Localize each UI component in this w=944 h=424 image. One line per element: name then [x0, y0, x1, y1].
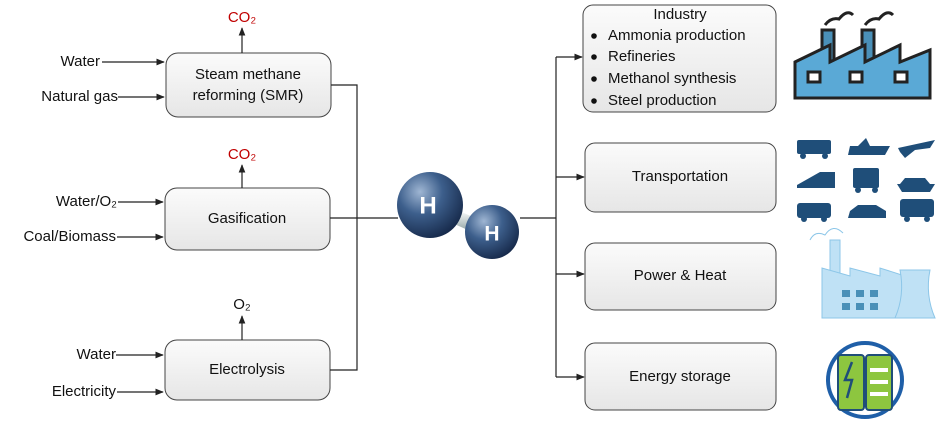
use-industry: Industry Ammonia production Refineries M… [583, 5, 776, 112]
list-item: Refineries [608, 48, 676, 65]
input-label: Natural gas [41, 88, 118, 105]
hydrogen-molecule: H H [397, 172, 519, 259]
output-label: O₂ [233, 296, 251, 313]
input-label: Water/O₂ [56, 193, 117, 210]
connector [520, 57, 556, 377]
process-label: Gasification [208, 210, 286, 227]
process-box [166, 53, 331, 117]
battery-icon [828, 343, 902, 417]
list-item: Methanol synthesis [608, 70, 736, 87]
input-label: Electricity [52, 383, 117, 400]
process-gasification: Gasification CO₂ Water/O₂ Coal/Biomass [23, 146, 330, 250]
process-label: Electrolysis [209, 361, 285, 378]
power-plant-icon [810, 228, 935, 318]
list-item: Ammonia production [608, 27, 746, 44]
list-item: Steel production [608, 92, 716, 109]
use-title: Energy storage [629, 368, 731, 385]
input-label: Water [77, 346, 116, 363]
process-electrolysis: Electrolysis O₂ Water Electricity [52, 296, 330, 400]
use-title: Power & Heat [634, 267, 727, 284]
input-label: Coal/Biomass [23, 228, 116, 245]
transport-icons [797, 138, 935, 222]
input-label: Water [61, 53, 100, 70]
process-smr: Steam methane reforming (SMR) CO₂ Water … [41, 9, 331, 117]
atom-label: H [419, 192, 436, 219]
connector [330, 85, 398, 370]
output-label: CO₂ [228, 9, 257, 26]
use-title: Industry [653, 6, 707, 23]
diagram: Steam methane reforming (SMR) CO₂ Water … [0, 0, 944, 424]
factory-icon [795, 13, 930, 98]
output-label: CO₂ [228, 146, 257, 163]
process-label: reforming (SMR) [193, 87, 304, 104]
use-title: Transportation [632, 168, 728, 185]
process-label: Steam methane [195, 66, 301, 83]
atom-label: H [484, 223, 499, 246]
